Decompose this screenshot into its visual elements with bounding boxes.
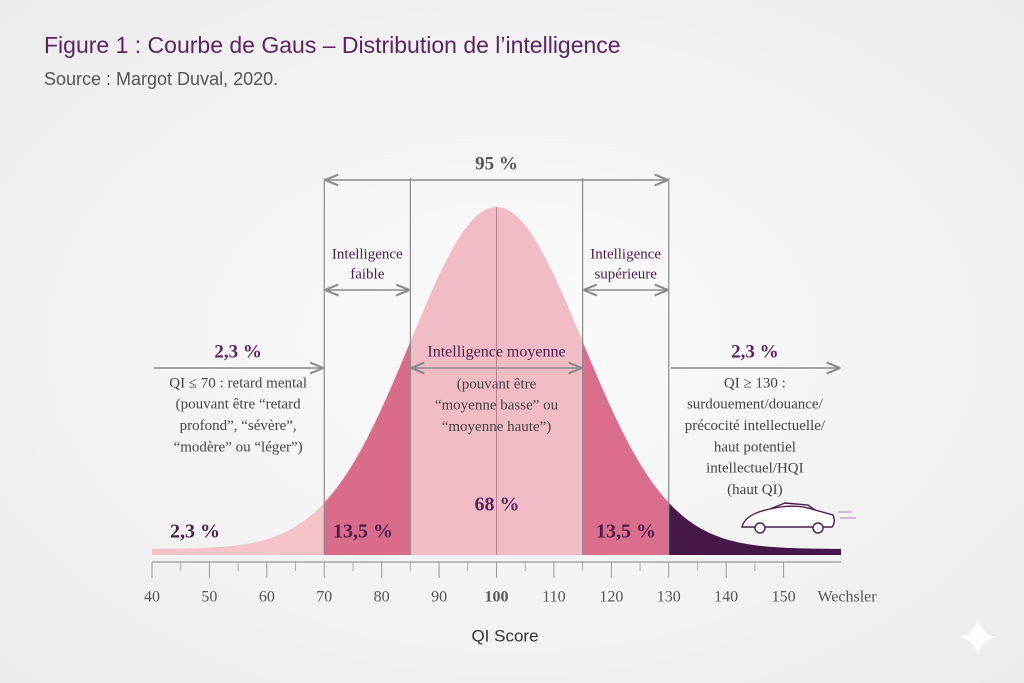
bracket-label: Intelligence bbox=[332, 246, 403, 262]
region-label: 68 % bbox=[475, 494, 520, 516]
bracket-label: 2,3 % bbox=[214, 341, 262, 362]
region-area bbox=[582, 341, 669, 555]
bracket-note: (pouvant être bbox=[457, 376, 537, 392]
bracket-note: “moyenne basse” ou bbox=[435, 398, 559, 414]
bracket-note: précocité intellectuelle/ bbox=[685, 418, 826, 434]
bracket-label: Intelligence bbox=[590, 246, 661, 262]
region-area bbox=[668, 502, 841, 555]
x-tick-label: 130 bbox=[657, 589, 681, 606]
x-tick-label: 110 bbox=[542, 589, 565, 606]
car-icon bbox=[741, 502, 856, 534]
bracket-note: profond”, “sévère”, bbox=[180, 418, 297, 434]
x-tick-label: 70 bbox=[316, 589, 332, 606]
bracket-note: “moyenne haute”) bbox=[442, 419, 552, 435]
x-tick-label: 80 bbox=[374, 589, 390, 606]
x-tick-label: 100 bbox=[485, 589, 509, 606]
bracket-note: haut potentiel bbox=[714, 439, 796, 455]
bracket-note: “modère” ou “léger”) bbox=[174, 439, 303, 455]
chart-title: Figure 1 : Courbe de Gaus – Distribution… bbox=[44, 32, 621, 58]
x-tick-label: 60 bbox=[259, 589, 275, 606]
x-axis-label: QI Score bbox=[471, 626, 538, 645]
x-tick-label: 50 bbox=[201, 589, 217, 606]
bracket-label: 2,3 % bbox=[731, 341, 779, 362]
bracket-note: (haut QI) bbox=[727, 482, 782, 498]
region-label: 13,5 % bbox=[596, 521, 656, 543]
chart-subtitle: Source : Margot Duval, 2020. bbox=[44, 69, 278, 89]
bracket-label: 95 % bbox=[475, 153, 518, 174]
bracket-note: QI ≥ 130 : bbox=[724, 375, 786, 391]
bracket-note: QI ≤ 70 : retard mental bbox=[169, 375, 307, 391]
region-label: 2,3 % bbox=[170, 521, 220, 543]
x-tick-label: 120 bbox=[599, 589, 623, 606]
bracket-label: Intelligence moyenne bbox=[427, 344, 565, 361]
bracket-note: surdouement/douance/ bbox=[687, 397, 824, 413]
bracket-label: faible bbox=[350, 266, 384, 282]
x-tick-label: 140 bbox=[714, 589, 738, 606]
bracket-note: intellectuel/HQI bbox=[706, 461, 803, 477]
bracket-note: (pouvant être “retard bbox=[176, 397, 301, 413]
x-unit-label: Wechsler bbox=[817, 589, 877, 606]
region-area bbox=[324, 341, 411, 555]
x-tick-label: 150 bbox=[772, 589, 796, 606]
x-tick-label: 40 bbox=[144, 589, 160, 606]
sparkle-icon bbox=[960, 618, 996, 656]
region-label: 13,5 % bbox=[333, 521, 393, 543]
bracket-label: supérieure bbox=[594, 266, 657, 282]
region-area bbox=[152, 502, 325, 555]
x-tick-label: 90 bbox=[431, 589, 447, 606]
